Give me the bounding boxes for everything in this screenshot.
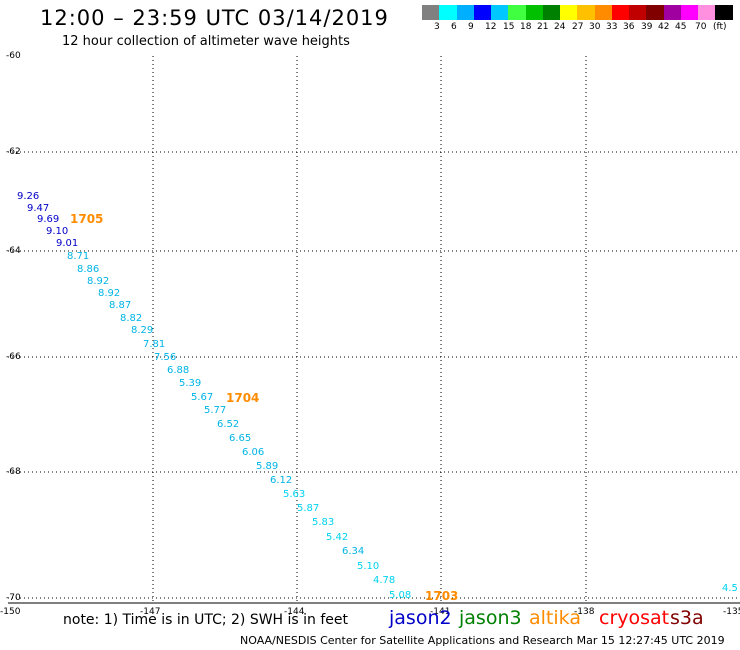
color-swatch bbox=[491, 5, 509, 20]
color-scale-label: 12 bbox=[485, 22, 497, 32]
latitude-label: -60 bbox=[6, 51, 21, 61]
color-swatch bbox=[542, 5, 560, 20]
color-scale-label: 24 bbox=[554, 22, 566, 32]
wave-height-value: 9.01 bbox=[56, 238, 78, 249]
latitude-label: -64 bbox=[6, 246, 21, 256]
wave-height-value: 7.56 bbox=[154, 352, 176, 363]
color-swatch bbox=[508, 5, 526, 20]
color-scale-label: (ft) bbox=[713, 22, 727, 32]
wave-height-value: 5.67 bbox=[191, 392, 213, 403]
longitude-label: -138 bbox=[574, 607, 595, 617]
color-swatch bbox=[456, 5, 474, 20]
wave-height-value: 9.10 bbox=[46, 226, 68, 237]
color-swatch bbox=[698, 5, 716, 20]
longitude-label: -141 bbox=[430, 607, 450, 617]
latitude-label: -70 bbox=[6, 593, 21, 603]
wave-height-value: 8.71 bbox=[67, 251, 89, 262]
latitude-label: -66 bbox=[6, 352, 21, 362]
longitude-label: -147 bbox=[140, 607, 160, 617]
satellite-altika: altika bbox=[529, 607, 581, 629]
wave-height-value: 5.77 bbox=[204, 405, 226, 416]
latitude-label: -68 bbox=[6, 467, 21, 477]
legend-note: note: 1) Time is in UTC; 2) SWH is in fe… bbox=[63, 612, 349, 628]
wave-height-value: 8.82 bbox=[120, 313, 142, 324]
wave-height-value: 8.92 bbox=[98, 288, 120, 299]
color-swatch bbox=[422, 5, 440, 20]
longitude-label: -135 bbox=[723, 607, 740, 617]
pass-number: 1705 bbox=[70, 212, 103, 226]
wave-height-value: 8.29 bbox=[131, 325, 153, 336]
wave-height-value: 7.81 bbox=[143, 339, 165, 350]
color-scale-label: 45 bbox=[675, 22, 687, 32]
color-scale-label: 9 bbox=[468, 22, 474, 32]
wave-height-value: 9.69 bbox=[37, 214, 59, 225]
map-subtitle: 12 hour collection of altimeter wave hei… bbox=[62, 34, 350, 49]
color-swatch bbox=[646, 5, 664, 20]
wave-height-value: 4.5 bbox=[722, 583, 738, 594]
wave-height-value: 6.12 bbox=[270, 475, 292, 486]
wave-height-value: 6.06 bbox=[242, 447, 264, 458]
pass-number: 1704 bbox=[226, 391, 259, 405]
color-scale-label: 6 bbox=[451, 22, 457, 32]
wave-height-value: 6.34 bbox=[342, 546, 364, 557]
color-swatch bbox=[439, 5, 457, 20]
wave-height-value: 8.86 bbox=[77, 264, 99, 275]
color-scale-label: 18 bbox=[520, 22, 532, 32]
color-swatch bbox=[525, 5, 543, 20]
color-scale-label: 39 bbox=[641, 22, 653, 32]
wave-height-value: 9.26 bbox=[17, 191, 39, 202]
wave-height-value: 5.89 bbox=[256, 461, 278, 472]
color-swatch bbox=[577, 5, 595, 20]
color-swatch bbox=[629, 5, 647, 20]
wave-height-value: 5.83 bbox=[312, 517, 334, 528]
wave-height-value: 8.92 bbox=[87, 276, 109, 287]
color-scale-label: 33 bbox=[606, 22, 618, 32]
color-scale-label: 36 bbox=[623, 22, 635, 32]
color-scale-label: 42 bbox=[658, 22, 670, 32]
wave-height-value: 6.88 bbox=[167, 365, 189, 376]
color-swatch bbox=[663, 5, 681, 20]
pass-labels: 1705 1704 1703 bbox=[70, 212, 458, 603]
wave-height-value: 9.47 bbox=[27, 203, 49, 214]
wave-height-value: 5.63 bbox=[283, 489, 305, 500]
longitude-label: -144 bbox=[284, 607, 305, 617]
color-swatch bbox=[715, 5, 733, 20]
color-scale bbox=[422, 5, 733, 20]
wave-height-value: 5.39 bbox=[179, 378, 201, 389]
latitude-label: -62 bbox=[6, 147, 21, 157]
grid-lines bbox=[8, 56, 740, 604]
wave-height-value: 5.42 bbox=[326, 532, 348, 543]
wave-height-value: 5.08 bbox=[389, 590, 411, 601]
longitude-label: -150 bbox=[0, 607, 21, 617]
color-swatch bbox=[560, 5, 578, 20]
map-title: 12:00 – 23:59 UTC 03/14/2019 bbox=[40, 6, 389, 30]
wave-height-value: 5.10 bbox=[357, 561, 379, 572]
wave-height-value: 5.87 bbox=[297, 503, 319, 514]
satellite-jason3: jason3 bbox=[459, 607, 522, 629]
satellite-jason2: jason2 bbox=[389, 607, 452, 629]
wave-height-value: 8.87 bbox=[109, 300, 131, 311]
color-scale-label: 3 bbox=[434, 22, 440, 32]
color-swatch bbox=[611, 5, 629, 20]
color-scale-label: 70 bbox=[695, 22, 707, 32]
color-swatch bbox=[680, 5, 698, 20]
color-scale-label: 15 bbox=[503, 22, 515, 32]
color-scale-label: 21 bbox=[537, 22, 549, 32]
wave-height-value: 4.78 bbox=[373, 575, 395, 586]
color-scale-label: 30 bbox=[589, 22, 601, 32]
footer-credit: NOAA/NESDIS Center for Satellite Applica… bbox=[240, 634, 725, 647]
satellite-cryosat: cryosat bbox=[599, 607, 670, 629]
color-swatch bbox=[473, 5, 491, 20]
observation-labels: 9.269.479.699.109.018.718.868.928.928.87… bbox=[17, 191, 738, 601]
wave-height-value: 6.52 bbox=[217, 419, 239, 430]
satellite-s3a: s3a bbox=[670, 607, 704, 629]
color-scale-label: 27 bbox=[572, 22, 584, 32]
color-swatch bbox=[594, 5, 612, 20]
pass-number: 1703 bbox=[425, 589, 458, 603]
axis-labels: -60 -62 -64 -66 -68 -70 -150 -147 -144 -141 -138 -1… bbox=[0, 51, 740, 617]
wave-height-value: 6.65 bbox=[229, 433, 251, 444]
